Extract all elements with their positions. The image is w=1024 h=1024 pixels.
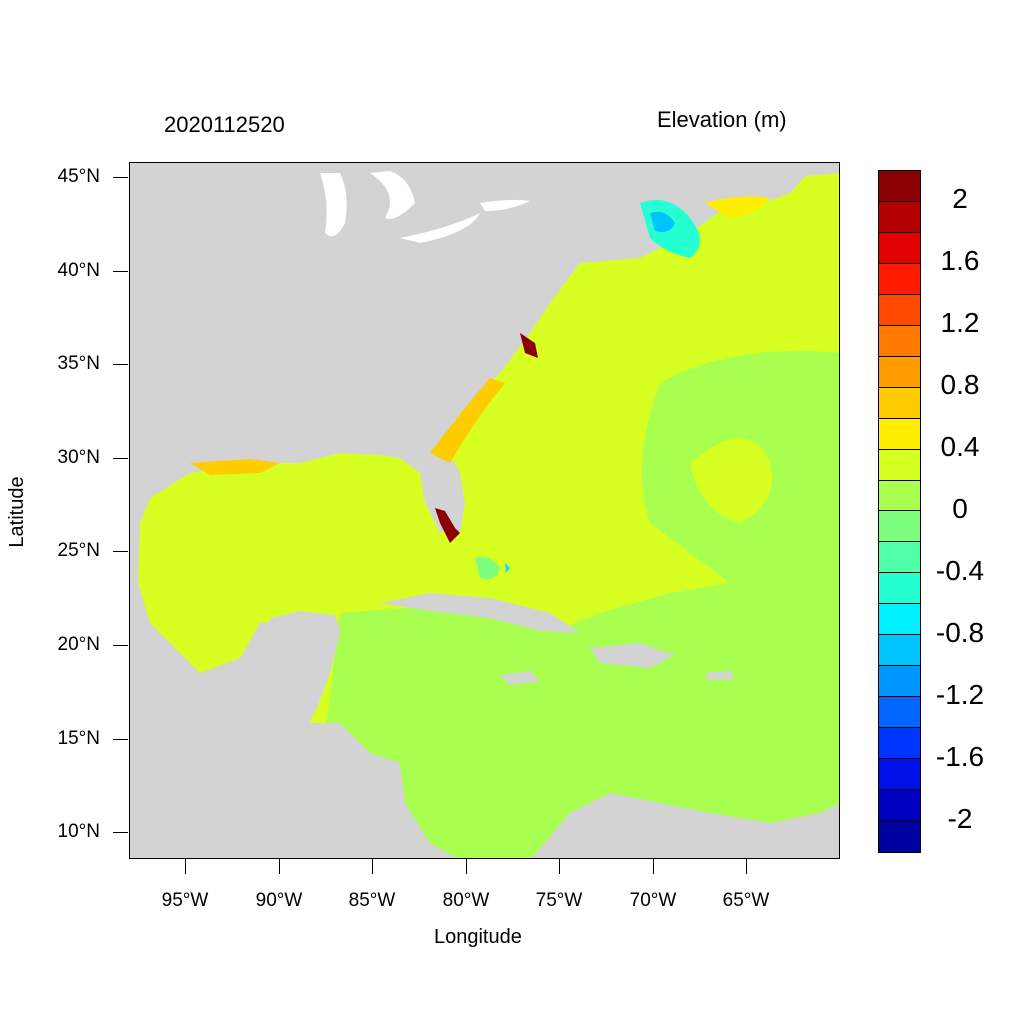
- colorbar-swatch: [879, 542, 920, 574]
- lake-huron: [370, 171, 415, 219]
- colorbar-swatch: [879, 728, 920, 760]
- y-tick-25n: [113, 551, 128, 552]
- colorbar-swatch: [879, 697, 920, 729]
- x-tick-label: 80°W: [442, 890, 490, 911]
- y-tick-20n: [113, 645, 128, 646]
- elevation-map: [130, 163, 839, 858]
- central-america-land: [310, 723, 457, 858]
- y-tick-10n: [113, 832, 128, 833]
- south-florida-surge: [435, 508, 460, 543]
- puerto-rico-land: [705, 671, 735, 680]
- y-tick-15n: [113, 739, 128, 740]
- y-tick-45n: [113, 177, 128, 178]
- plot-date-title: 2020112520: [164, 112, 285, 137]
- map-panel[interactable]: [129, 162, 840, 859]
- bahamas-low: [505, 563, 510, 573]
- y-tick-label: 35°N: [57, 353, 100, 374]
- x-tick-label: 65°W: [722, 890, 770, 911]
- colorbar-swatch: [879, 449, 920, 481]
- x-tick-85w: [372, 859, 373, 874]
- pamlico-sound-surge: [520, 333, 538, 358]
- x-tick-65w: [746, 859, 747, 874]
- y-tick-label: 30°N: [57, 447, 100, 468]
- y-tick-label: 15°N: [57, 728, 100, 749]
- colorbar-swatch: [879, 171, 920, 202]
- colorbar-swatch: [879, 635, 920, 667]
- y-tick-35n: [113, 364, 128, 365]
- colorbar-label: -2: [947, 803, 973, 834]
- colorbar-label: -1.6: [935, 741, 985, 772]
- new-england-land: [690, 163, 839, 223]
- x-tick-label: 70°W: [629, 890, 677, 911]
- x-tick-label: 90°W: [255, 890, 303, 911]
- colorbar-swatch: [879, 821, 920, 852]
- yucatan-land: [265, 611, 340, 718]
- x-tick-70w: [653, 859, 654, 874]
- colorbar-swatch: [879, 480, 920, 512]
- colorbar-swatch: [879, 294, 920, 326]
- colorbar-swatch: [879, 232, 920, 264]
- bahamas-bank: [475, 556, 500, 580]
- x-tick-label: 95°W: [161, 890, 209, 911]
- plot-variable-title: Elevation (m): [657, 107, 787, 132]
- colorbar-label: 2: [952, 183, 968, 214]
- colorbar-swatch: [879, 759, 920, 791]
- south-america-land: [531, 793, 839, 858]
- x-tick-label: 75°W: [535, 890, 583, 911]
- colorbar-swatch: [879, 790, 920, 822]
- colorbar-label: -1.2: [935, 679, 985, 710]
- colorbar: [878, 170, 921, 853]
- colorbar-swatch: [879, 263, 920, 295]
- colorbar-label: 1.2: [940, 307, 980, 338]
- georgia-carolina-surge: [430, 378, 505, 463]
- florida-land: [430, 453, 465, 543]
- colorbar-label: -0.8: [935, 617, 985, 648]
- lake-michigan: [320, 173, 347, 237]
- x-tick-80w: [466, 859, 467, 874]
- eddy-core: [690, 438, 772, 523]
- y-tick-40n: [113, 271, 128, 272]
- colorbar-swatch: [879, 604, 920, 636]
- colorbar-swatch: [879, 666, 920, 698]
- colorbar-label: 1.6: [940, 245, 980, 276]
- colorbar-label: 0.8: [940, 369, 980, 400]
- colorbar-swatch: [879, 325, 920, 357]
- colorbar-swatch: [879, 573, 920, 605]
- x-tick-75w: [559, 859, 560, 874]
- x-axis-title: Longitude: [434, 926, 522, 948]
- jamaica-land: [500, 671, 540, 685]
- y-axis-title: Latitude: [6, 476, 28, 548]
- louisiana-coast-surge: [190, 459, 280, 475]
- colorbar-swatch: [879, 511, 920, 543]
- y-tick-label: 25°N: [57, 540, 100, 561]
- hispaniola-land: [590, 643, 675, 668]
- lake-erie: [400, 213, 480, 243]
- y-tick-30n: [113, 458, 128, 459]
- x-tick-90w: [279, 859, 280, 874]
- y-tick-label: 10°N: [57, 821, 100, 842]
- colorbar-swatch: [879, 387, 920, 419]
- y-tick-label: 40°N: [57, 260, 100, 281]
- colorbar-swatch: [879, 201, 920, 233]
- y-tick-label: 45°N: [57, 166, 100, 187]
- lake-ontario: [480, 199, 530, 211]
- colorbar-swatch: [879, 418, 920, 450]
- x-tick-95w: [185, 859, 186, 874]
- colorbar-label: 0.4: [940, 431, 980, 462]
- scotian-shelf-surge: [705, 196, 770, 218]
- x-tick-label: 85°W: [348, 890, 396, 911]
- y-tick-label: 20°N: [57, 634, 100, 655]
- colorbar-label: -0.4: [935, 555, 985, 586]
- cuba-land: [380, 593, 580, 633]
- colorbar-label: 0: [952, 493, 968, 524]
- colorbar-swatch: [879, 356, 920, 388]
- gulf-of-maine-setdown-core: [650, 211, 675, 232]
- caribbean-sea-region: [310, 553, 839, 858]
